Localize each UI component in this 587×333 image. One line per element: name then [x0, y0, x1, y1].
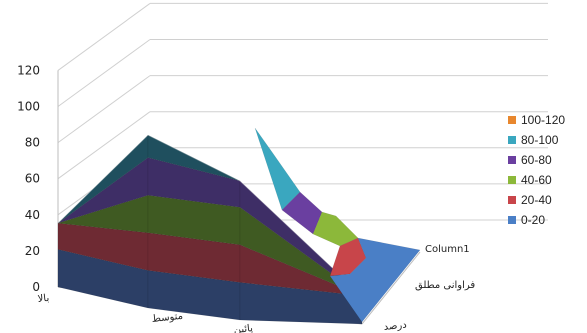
series-label: فراوانی مطلق [415, 280, 475, 291]
legend-label: 0-20 [521, 213, 545, 227]
x-category-label: درصد [383, 320, 407, 333]
legend-swatch [508, 136, 516, 144]
y-tick-label: 100 [17, 100, 40, 114]
x-category-label: متوسط [151, 311, 183, 325]
gridlines [57, 2, 548, 325]
y-tick-label: 40 [25, 208, 40, 222]
legend-swatch [508, 156, 516, 164]
surface-slope-band [254, 127, 301, 211]
surface-slope-band [312, 211, 359, 247]
surface-band [147, 134, 241, 182]
y-tick-label: 0 [32, 280, 40, 294]
surface-slope-band [329, 237, 421, 323]
legend-swatch [508, 176, 516, 184]
legend-label: 40-60 [521, 173, 552, 187]
ridge-line [147, 134, 241, 182]
y-tick-label: 60 [25, 172, 40, 186]
legend: 100-120 80-100 60-80 40-60 20-40 0-20 [508, 113, 565, 227]
legend-swatch [508, 216, 516, 224]
x-category-label: پائین [233, 323, 254, 333]
y-tick-label: 120 [17, 63, 40, 77]
surface-band [239, 180, 363, 297]
gridline-side [57, 111, 151, 180]
gridline-side [57, 3, 151, 71]
y-tick-label: 80 [25, 136, 40, 150]
depth-axis-line [361, 251, 421, 325]
y-tick-label: 20 [25, 244, 40, 258]
series-label: Column1 [425, 244, 470, 255]
x-axis: بالا متوسط پائین درصد فراوانی مطلق Column1 [37, 244, 475, 333]
y-axis: 0 20 40 60 80 100 120 [17, 63, 40, 294]
surface [57, 127, 421, 325]
legend-label: 60-80 [521, 153, 552, 167]
gridline-side [57, 75, 151, 144]
legend-swatch [508, 116, 516, 124]
x-category-label: بالا [37, 293, 50, 305]
legend-label: 20-40 [521, 193, 552, 207]
gridline-side [57, 39, 151, 107]
legend-label: 80-100 [521, 133, 559, 147]
legend-swatch [508, 196, 516, 204]
legend-label: 100-120 [521, 113, 565, 127]
ridge-line [57, 134, 149, 224]
